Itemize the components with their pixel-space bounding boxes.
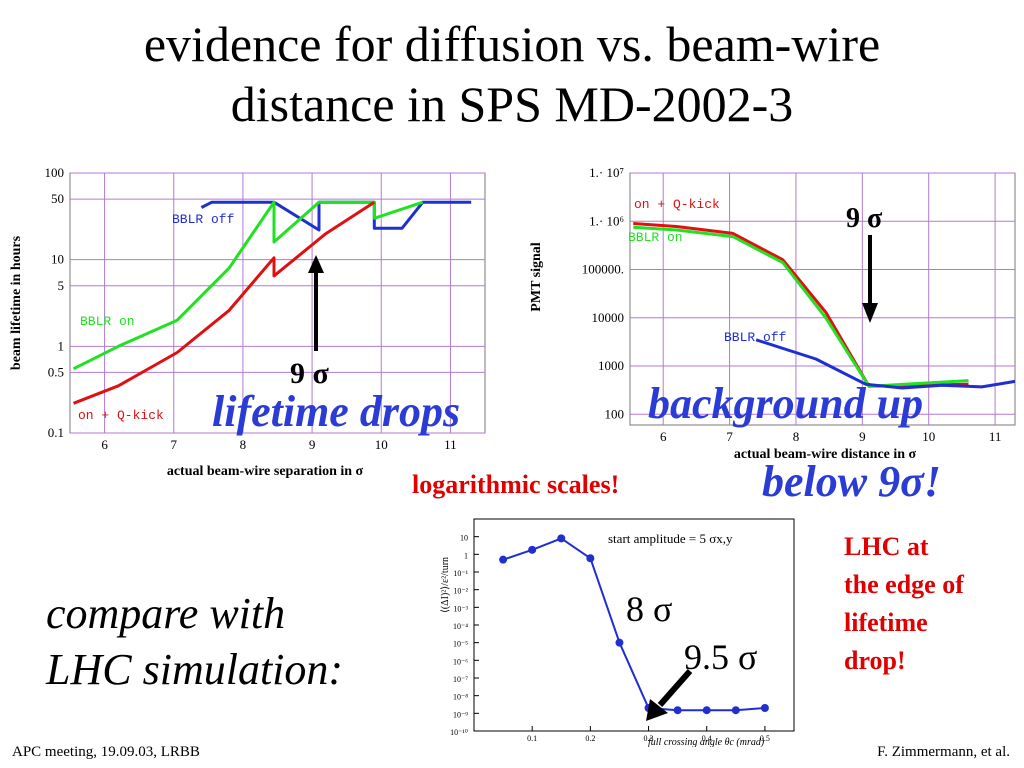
y-tick-label: 10⁻⁷ xyxy=(453,675,468,684)
x-tick-label: 8 xyxy=(240,437,247,452)
data-point xyxy=(731,706,740,715)
series-line-2 xyxy=(72,200,424,371)
y-tick-label: 0.1 xyxy=(48,425,64,440)
data-point xyxy=(760,704,769,713)
y-tick-label: 5 xyxy=(58,278,65,293)
y-tick-label: 10⁻⁸ xyxy=(453,693,468,702)
callout-lhc-edge: LHC at the edge of lifetime drop! xyxy=(844,528,964,680)
y-tick-label: 1 xyxy=(58,338,65,353)
callout-compare: compare with LHC simulation: xyxy=(46,586,343,698)
x-tick-label: 7 xyxy=(726,429,733,444)
plot-frame xyxy=(473,518,795,732)
x-tick-label: 9 xyxy=(309,437,316,452)
data-point xyxy=(615,638,624,647)
legend-bblr-on: BBLR on xyxy=(80,314,135,329)
callout-logarithmic-scales: logarithmic scales! xyxy=(412,470,620,499)
y-tick-label: 10⁻⁶ xyxy=(453,657,468,666)
x-tick-label: 0.3 xyxy=(644,734,654,743)
annotation-8sigma: 8 σ xyxy=(626,589,672,629)
beam-lifetime-chart: 6 7 8 9 10 11 100 50 10 5 1 0.5 0.1 actual beam-wir… xyxy=(9,165,486,479)
x-axis-title: full crossing angle θc (mrad) xyxy=(648,737,765,747)
legend-bblr-off: BBLR off xyxy=(172,212,234,227)
lhc-line-3: lifetime xyxy=(844,608,928,637)
x-axis-title: actual beam-wire separation in σ xyxy=(167,464,364,479)
legend-q-kick: on + Q-kick xyxy=(78,408,164,423)
annotation-9-5sigma: 9.5 σ xyxy=(684,637,757,677)
y-tick-label: 10⁻¹ xyxy=(453,569,468,578)
data-point xyxy=(557,534,566,543)
series-line-3 xyxy=(72,200,376,405)
series-line-3 xyxy=(755,338,1016,390)
series-line-2 xyxy=(633,225,969,388)
legend-bblr-on: BBLR on xyxy=(628,230,683,245)
legend-bblr-off: BBLR off xyxy=(724,330,786,345)
arrow-9sigma-head xyxy=(308,255,324,273)
lhc-line-1: LHC at xyxy=(844,532,929,561)
arrow-9sigma-head xyxy=(862,303,878,323)
y-tick-label: 1000 xyxy=(598,358,624,373)
x-tick-label: 6 xyxy=(101,437,108,452)
callout-lifetime-drops: lifetime drops xyxy=(212,387,461,436)
slide-title: evidence for diffusion vs. beam-wire dis… xyxy=(0,14,1024,134)
y-tick-label: 10 xyxy=(51,252,64,267)
y-axis-title: beam lifetime in hours xyxy=(9,235,24,370)
data-point xyxy=(673,706,682,715)
series-line-1 xyxy=(633,222,969,388)
x-tick-label: 10 xyxy=(375,437,388,452)
series-line-1 xyxy=(502,537,765,712)
y-tick-label: 10⁻⁵ xyxy=(453,640,468,649)
y-tick-label: 10⁻² xyxy=(453,587,468,596)
x-tick-label: 0.1 xyxy=(527,734,537,743)
y-tick-label: 10⁻⁹ xyxy=(453,710,468,719)
footer-left: APC meeting, 19.09.03, LRBB xyxy=(12,744,200,760)
arrow-head xyxy=(646,699,668,721)
y-tick-label: 10⁻⁴ xyxy=(453,622,468,631)
arrow-shaft xyxy=(657,669,693,707)
x-tick-label: 6 xyxy=(660,429,667,444)
y-tick-label: 10⁻³ xyxy=(453,604,468,613)
data-point xyxy=(702,706,711,715)
data-point xyxy=(586,554,595,563)
y-tick-label: 50 xyxy=(51,191,64,206)
y-tick-label: 100000. xyxy=(582,262,624,277)
x-tick-label: 8 xyxy=(793,429,800,444)
callout-background-up: background up xyxy=(648,379,924,428)
x-tick-label: 10 xyxy=(922,429,935,444)
x-tick-label: 9 xyxy=(859,429,866,444)
annotation-9sigma: 9 σ xyxy=(290,357,330,390)
pmt-signal-chart: 6 7 8 9 10 11 1.· 10⁷ 1.· 10⁶ 100000. 10000 1000 1… xyxy=(529,165,1016,462)
title-line-2: distance in SPS MD-2002-3 xyxy=(230,76,794,132)
compare-line-1: compare with xyxy=(46,589,286,638)
x-tick-label: 7 xyxy=(171,437,178,452)
data-point xyxy=(528,545,537,554)
lhc-simulation-chart: 0.1 0.2 0.3 0.4 0.5 10 1 10⁻¹ 10⁻² 10⁻³ 10⁻⁴ 10⁻⁵ 1… xyxy=(440,518,795,747)
footer-right: F. Zimmermann, et al. xyxy=(877,744,1010,760)
lhc-line-2: the edge of xyxy=(844,570,964,599)
x-tick-label: 0.5 xyxy=(760,734,770,743)
y-tick-label: 1.· 10⁶ xyxy=(589,213,624,228)
compare-line-2: LHC simulation: xyxy=(46,645,344,694)
x-axis-title: actual beam-wire distance in σ xyxy=(734,447,917,462)
y-tick-label: 10000 xyxy=(592,310,625,325)
legend-q-kick: on + Q-kick xyxy=(634,197,720,212)
y-tick-label: 100 xyxy=(45,165,65,180)
chart-title: start amplitude = 5 σx,y xyxy=(608,531,733,546)
y-tick-label: 1.· 10⁷ xyxy=(589,165,624,180)
data-point xyxy=(499,555,508,564)
y-tick-label: 100 xyxy=(605,406,625,421)
annotation-9sigma: 9 σ xyxy=(846,203,883,234)
x-tick-label: 0.4 xyxy=(702,734,712,743)
title-line-1: evidence for diffusion vs. beam-wire xyxy=(143,16,881,72)
y-tick-label: 0.5 xyxy=(48,364,64,379)
y-axis-title: ⟨(ΔI)²⟩/ε²/turn xyxy=(440,557,451,613)
y-tick-label: 10⁻¹⁰ xyxy=(450,728,468,737)
y-axis-title: PMT signal xyxy=(529,242,544,311)
x-tick-label: 11 xyxy=(444,437,457,452)
lhc-line-4: drop! xyxy=(844,646,906,675)
x-tick-label: 11 xyxy=(989,429,1002,444)
x-tick-label: 0.2 xyxy=(585,734,595,743)
y-tick-label: 10 xyxy=(460,534,468,543)
y-tick-label: 1 xyxy=(464,551,468,560)
callout-below-9sigma: below 9σ! xyxy=(762,457,941,506)
